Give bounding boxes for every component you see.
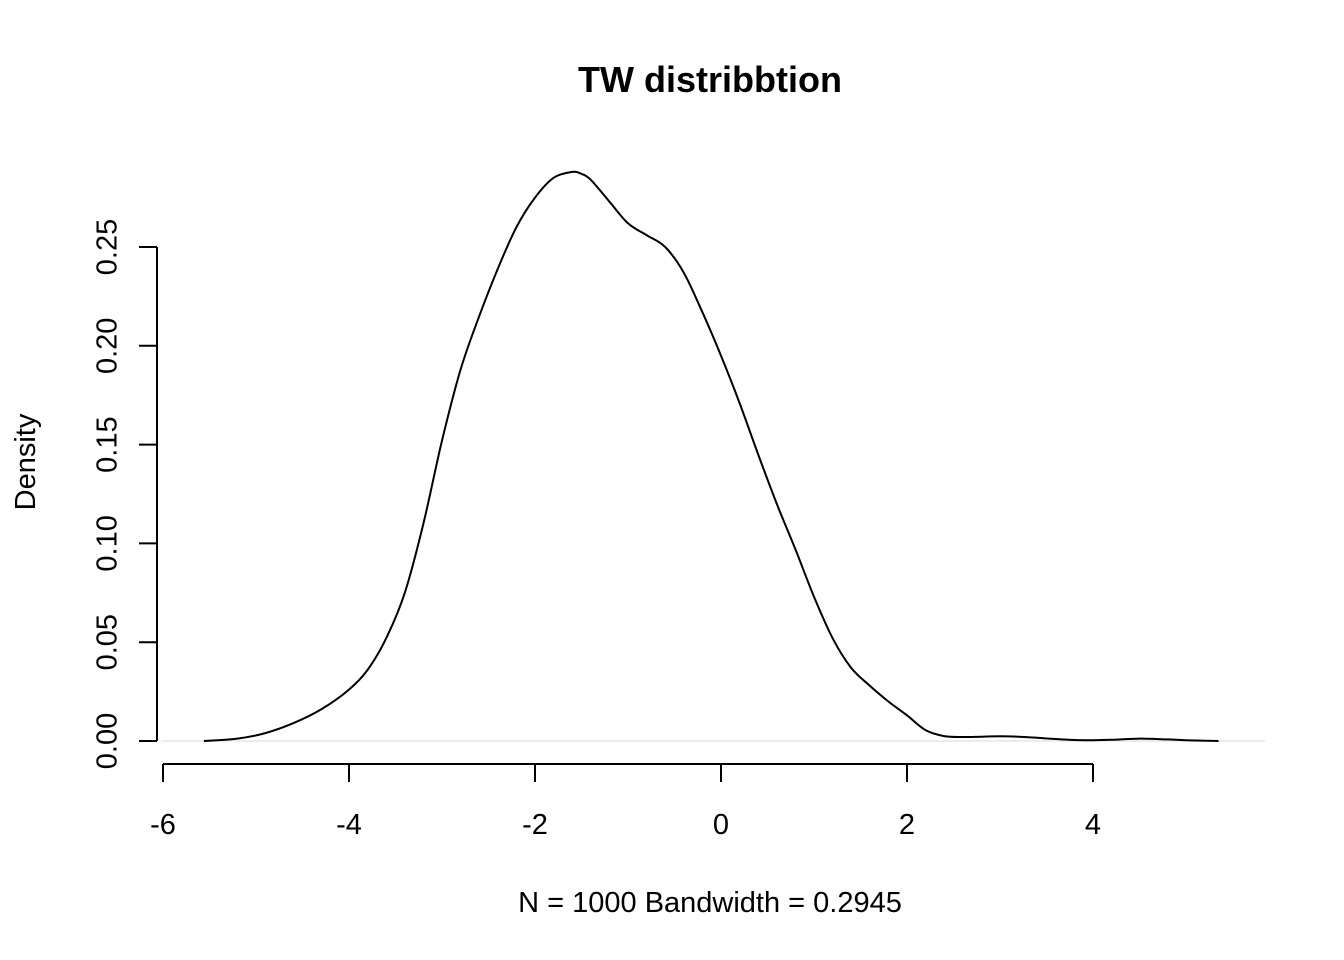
y-tick-label: 0.05 xyxy=(92,614,124,670)
y-tick-label: 0.10 xyxy=(92,515,124,571)
x-tick-label: -4 xyxy=(336,809,362,841)
x-tick-label: -6 xyxy=(150,809,176,841)
x-tick-label: 0 xyxy=(713,809,729,841)
x-axis: -6 -4 -2 0 2 4 xyxy=(150,763,1101,841)
x-tick-label: 4 xyxy=(1085,809,1101,841)
y-axis: 0.00 0.05 0.10 0.15 0.20 0.25 xyxy=(92,219,158,769)
chart-title: TW distribbtion xyxy=(578,59,842,100)
y-axis-title: Density xyxy=(10,413,42,510)
x-tick-label: 2 xyxy=(899,809,915,841)
density-curve xyxy=(203,170,1219,742)
x-axis-title: N = 1000 Bandwidth = 0.2945 xyxy=(518,887,902,919)
y-tick-label: 0.00 xyxy=(92,713,124,769)
x-tick-label: -2 xyxy=(522,809,548,841)
y-tick-label: 0.15 xyxy=(92,416,124,472)
y-tick-label: 0.25 xyxy=(92,219,124,275)
y-tick-label: 0.20 xyxy=(92,318,124,374)
